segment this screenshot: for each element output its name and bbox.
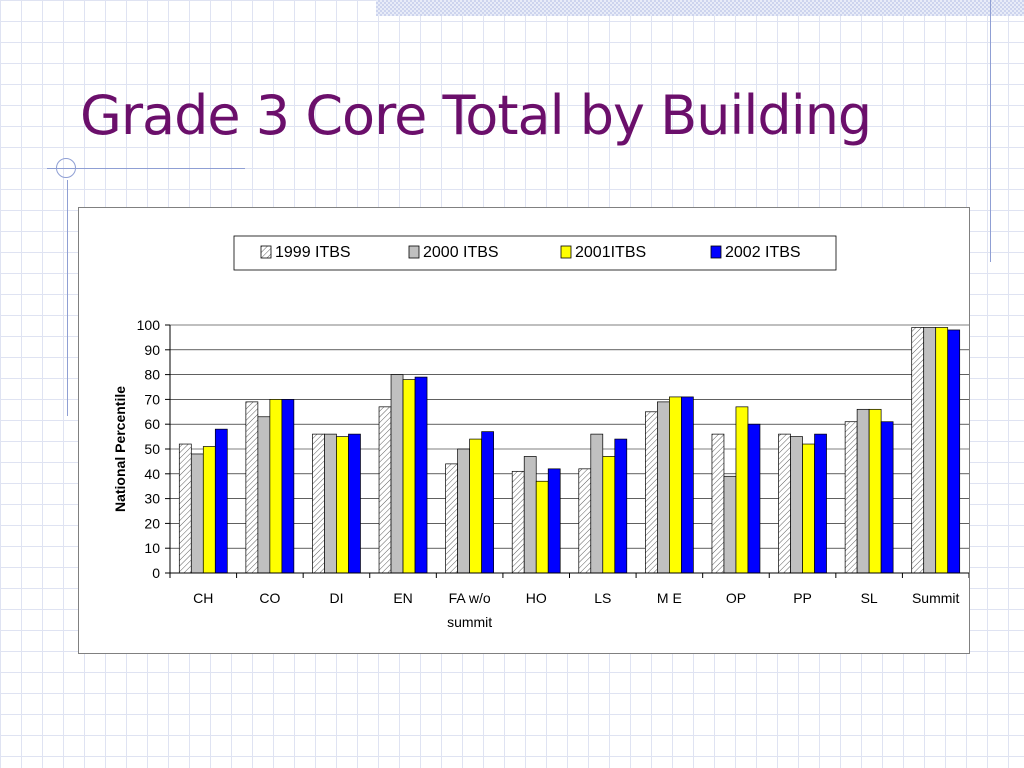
bar-2000-itbs-op (723, 475, 737, 574)
x-category-label: DI (329, 590, 343, 606)
bar-1999-itbs-pp (778, 433, 791, 574)
bar-1999-itbs-en (378, 406, 392, 574)
x-category-label: CO (259, 590, 280, 606)
bar-2002-itbs-di (348, 433, 361, 574)
y-tick-label: 80 (144, 367, 160, 383)
x-category-label: EN (393, 590, 412, 606)
decorative-right-rule (990, 0, 991, 262)
bar-2000-itbs-fa-w-o-summit (457, 448, 470, 574)
bar-2002-itbs-op (747, 423, 761, 574)
x-category-label: Summit (912, 590, 960, 606)
bar-2000-itbs-pp (790, 436, 803, 574)
bar-1999-itbs-di (312, 433, 325, 574)
bar-2002-itbs-en (414, 376, 428, 574)
x-category-label: SL (861, 590, 878, 606)
bar-2000-itbs-en (390, 374, 404, 574)
x-category-label: M E (657, 590, 682, 606)
bar-2000-itbs-ch (190, 453, 204, 574)
bar-2001itbs-di (336, 436, 349, 574)
y-tick-label: 70 (144, 391, 160, 407)
y-tick-label: 30 (144, 491, 160, 507)
x-category-label: HO (526, 590, 547, 606)
bar-2000-itbs-summit (923, 327, 937, 574)
bar-2001itbs-sl (868, 408, 882, 574)
y-tick-label: 0 (152, 565, 160, 581)
grid-lines (165, 324, 969, 574)
bar-2002-itbs-summit (947, 329, 961, 574)
bar-2000-itbs-ls (590, 433, 604, 574)
decorative-top-band (376, 0, 1024, 16)
bar-1999-itbs-summit (911, 327, 925, 574)
bar-1999-itbs-fa-w-o-summit (445, 463, 458, 574)
decorative-left-rule (67, 180, 68, 416)
y-tick-label: 50 (144, 441, 160, 457)
bar-1999-itbs-co (245, 401, 259, 574)
legend-box (233, 235, 837, 271)
bar-2002-itbs-sl (880, 421, 894, 574)
bar-1999-itbs-ls (578, 468, 592, 574)
chart-frame: 0 10 20 30 40 50 60 70 80 90 100 CH CO DI EN FA w/o sum… (78, 207, 970, 654)
legend: 1999 ITBS 2000 ITBS 2001ITBS 2002 ITBS (233, 235, 837, 271)
axes (169, 325, 969, 578)
bar-1999-itbs-ho (511, 470, 525, 574)
bar-2000-itbs-di (324, 433, 337, 574)
bar-2001itbs-fa-w-o-summit (469, 438, 482, 574)
y-axis-title: National Percentile (112, 386, 128, 512)
bar-2001itbs-summit (935, 327, 949, 574)
x-category-label: FA w/o summit (447, 590, 492, 630)
bar-2000-itbs-ho (523, 456, 537, 574)
bar-2001itbs-pp (802, 443, 815, 574)
bar-2000-itbs-co (257, 416, 271, 574)
bar-2002-itbs-co (281, 399, 295, 574)
y-tick-label: 10 (144, 540, 160, 556)
y-tick-label: 100 (137, 317, 161, 333)
x-category-label: CH (193, 590, 213, 606)
legend-label: 2001ITBS (575, 244, 646, 261)
bar-2001itbs-ch (202, 446, 216, 574)
bar-2001itbs-ho (535, 480, 549, 574)
y-tick-label: 60 (144, 416, 160, 432)
legend-swatch (710, 245, 722, 259)
x-category-label: OP (726, 590, 746, 606)
crosshair-icon (56, 158, 76, 178)
legend-swatch (560, 245, 572, 259)
legend-label: 2000 ITBS (423, 244, 499, 261)
bar-2002-itbs-ho (547, 468, 561, 574)
bar-2001itbs-en (402, 379, 416, 574)
bar-2002-itbs-fa-w-o-summit (481, 431, 494, 574)
decorative-title-rule (47, 168, 245, 169)
x-category-label: PP (793, 590, 812, 606)
bar-1999-itbs-m-e (645, 411, 658, 574)
bar-2000-itbs-m-e (657, 401, 670, 574)
bar-2002-itbs-ch (214, 428, 228, 574)
bar-2002-itbs-ls (614, 438, 628, 574)
bar-1999-itbs-ch (178, 443, 192, 574)
bars (178, 327, 961, 574)
bar-chart: 0 10 20 30 40 50 60 70 80 90 100 CH CO DI EN FA w/o sum… (112, 235, 969, 630)
legend-label: 2002 ITBS (725, 244, 801, 261)
slide-title: Grade 3 Core Total by Building (80, 84, 872, 147)
x-category-labels: CH CO DI EN FA w/o summit HO LS M E OP PP SL Summit (193, 590, 959, 630)
y-tick-label: 40 (144, 466, 160, 482)
bar-2001itbs-m-e (669, 396, 682, 574)
bar-2002-itbs-m-e (681, 396, 694, 574)
bar-2001itbs-co (269, 399, 283, 574)
y-tick-label: 20 (144, 515, 160, 531)
legend-label: 1999 ITBS (275, 244, 351, 261)
bar-2000-itbs-sl (856, 408, 870, 574)
y-tick-labels: 0 10 20 30 40 50 60 70 80 90 100 (137, 317, 161, 581)
legend-swatch (260, 245, 272, 259)
bar-2001itbs-op (735, 406, 749, 574)
bar-1999-itbs-op (711, 433, 725, 574)
y-tick-label: 90 (144, 342, 160, 358)
bar-2001itbs-ls (602, 456, 616, 574)
bar-2002-itbs-pp (814, 433, 827, 574)
bar-1999-itbs-sl (844, 421, 858, 574)
x-category-label: LS (594, 590, 611, 606)
legend-swatch (408, 245, 420, 259)
